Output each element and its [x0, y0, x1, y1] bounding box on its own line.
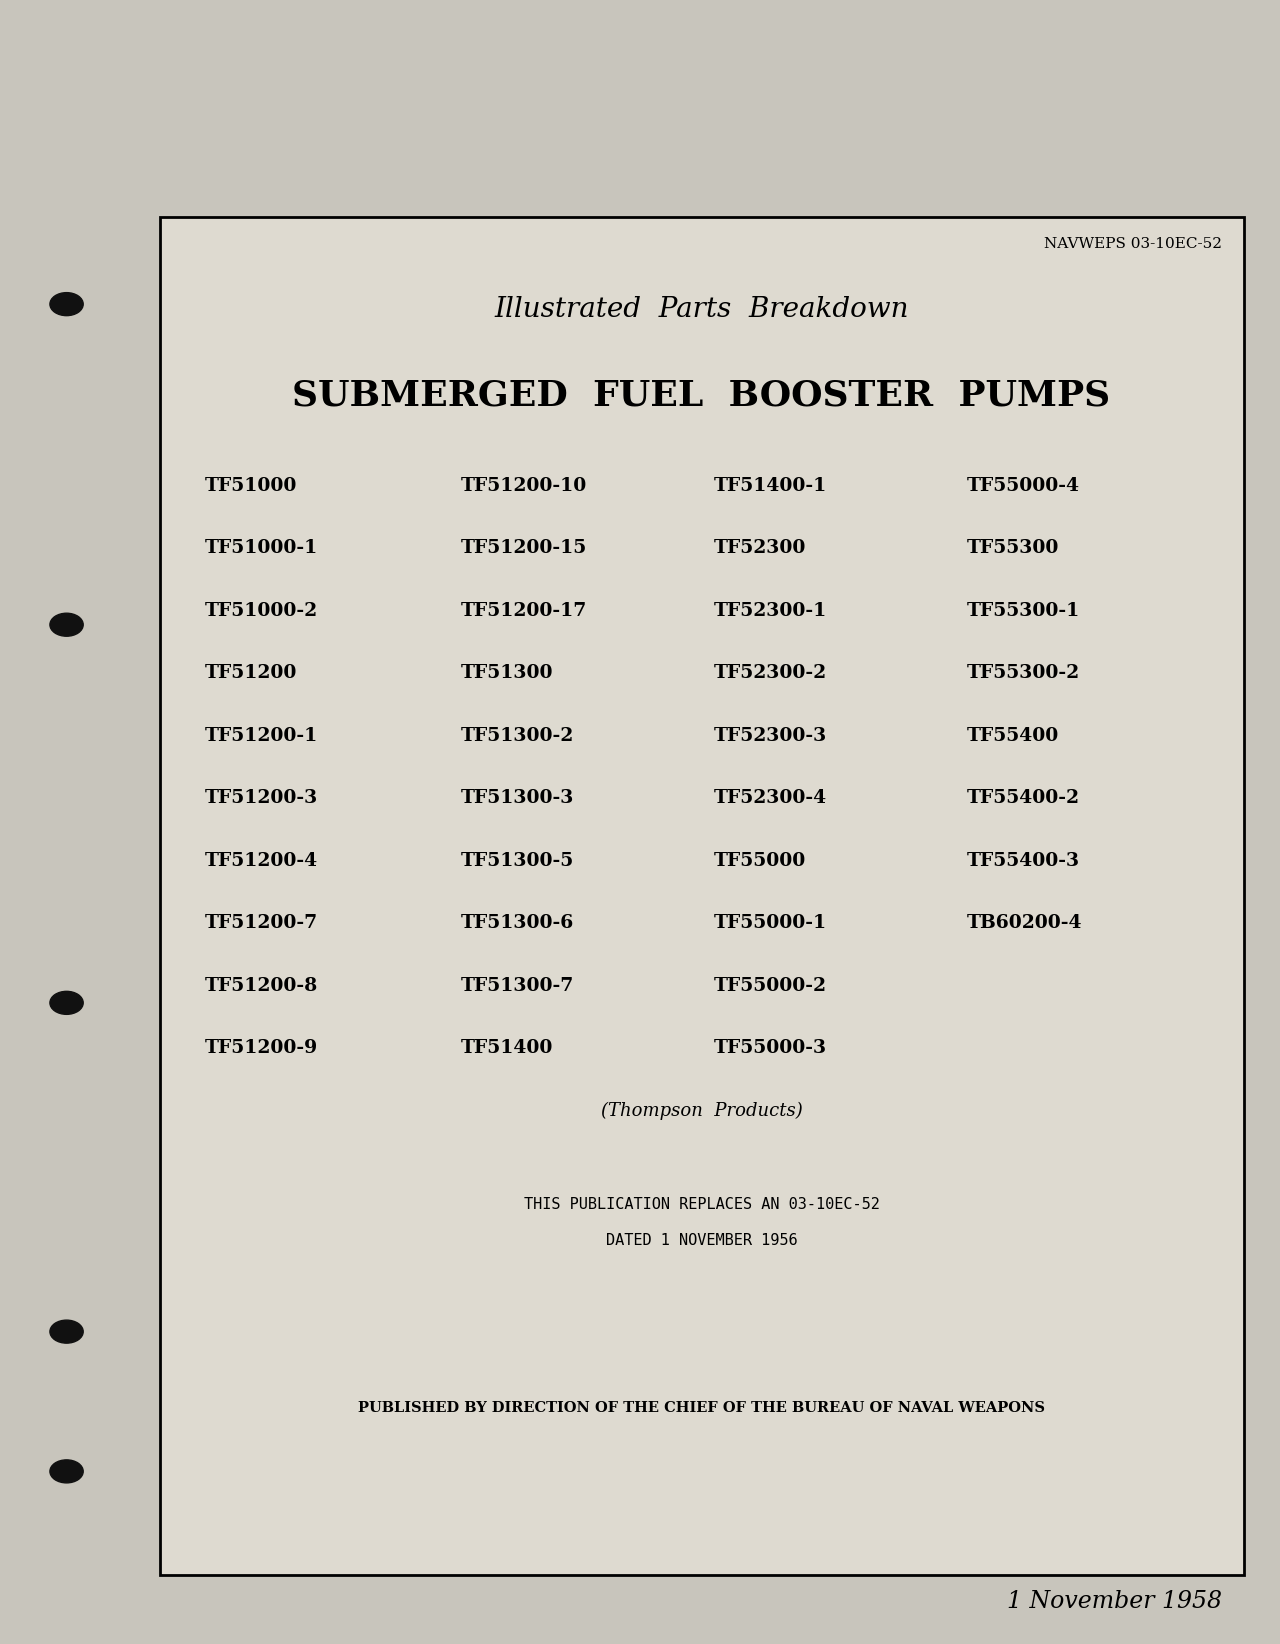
Text: TF55400-2: TF55400-2: [966, 789, 1079, 807]
Text: 1 November 1958: 1 November 1958: [1007, 1590, 1222, 1613]
Text: TF51200-7: TF51200-7: [205, 914, 317, 932]
Text: TF51300-6: TF51300-6: [461, 914, 573, 932]
Text: TF51000: TF51000: [205, 477, 297, 495]
Text: TF55300-1: TF55300-1: [966, 602, 1079, 620]
Text: Illustrated  Parts  Breakdown: Illustrated Parts Breakdown: [494, 296, 909, 322]
Text: NAVWEPS 03-10EC-52: NAVWEPS 03-10EC-52: [1044, 237, 1222, 252]
Ellipse shape: [50, 991, 83, 1014]
Text: TF52300-1: TF52300-1: [714, 602, 827, 620]
Text: TF55000: TF55000: [714, 852, 806, 870]
Text: TF51200-4: TF51200-4: [205, 852, 317, 870]
Text: TF51300-5: TF51300-5: [461, 852, 573, 870]
Text: TF55000-4: TF55000-4: [966, 477, 1079, 495]
Text: (Thompson  Products): (Thompson Products): [600, 1101, 803, 1120]
Text: TF51300: TF51300: [461, 664, 553, 682]
Ellipse shape: [50, 1460, 83, 1483]
Text: TF51200-17: TF51200-17: [461, 602, 588, 620]
Text: TB60200-4: TB60200-4: [966, 914, 1082, 932]
Text: TF51400-1: TF51400-1: [714, 477, 827, 495]
Text: TF55300-2: TF55300-2: [966, 664, 1079, 682]
Text: TF55400-3: TF55400-3: [966, 852, 1079, 870]
Text: TF51300-3: TF51300-3: [461, 789, 575, 807]
Text: TF51200-8: TF51200-8: [205, 977, 317, 995]
Text: PUBLISHED BY DIRECTION OF THE CHIEF OF THE BUREAU OF NAVAL WEAPONS: PUBLISHED BY DIRECTION OF THE CHIEF OF T…: [358, 1401, 1044, 1415]
Text: TF55000-3: TF55000-3: [714, 1039, 827, 1057]
Text: TF51400: TF51400: [461, 1039, 553, 1057]
Text: TF51200: TF51200: [205, 664, 297, 682]
Text: TF55000-1: TF55000-1: [714, 914, 827, 932]
Text: TF51300-7: TF51300-7: [461, 977, 573, 995]
Bar: [160, 217, 1244, 1575]
Text: TF52300-4: TF52300-4: [714, 789, 827, 807]
Text: TF51200-15: TF51200-15: [461, 539, 588, 557]
Text: TF51000-1: TF51000-1: [205, 539, 317, 557]
Text: TF51200-3: TF51200-3: [205, 789, 317, 807]
Text: TF51300-2: TF51300-2: [461, 727, 573, 745]
Text: TF52300: TF52300: [714, 539, 806, 557]
Text: TF52300-2: TF52300-2: [714, 664, 827, 682]
Ellipse shape: [50, 293, 83, 316]
Text: TF51200-9: TF51200-9: [205, 1039, 317, 1057]
Text: TF52300-3: TF52300-3: [714, 727, 827, 745]
Text: TF51200-1: TF51200-1: [205, 727, 317, 745]
Ellipse shape: [50, 613, 83, 636]
Ellipse shape: [50, 1320, 83, 1343]
Text: DATED 1 NOVEMBER 1956: DATED 1 NOVEMBER 1956: [605, 1233, 797, 1248]
Text: TF51000-2: TF51000-2: [205, 602, 317, 620]
Text: SUBMERGED  FUEL  BOOSTER  PUMPS: SUBMERGED FUEL BOOSTER PUMPS: [292, 378, 1111, 413]
Text: TF55300: TF55300: [966, 539, 1059, 557]
Text: TF55400: TF55400: [966, 727, 1059, 745]
Text: TF51200-10: TF51200-10: [461, 477, 588, 495]
Text: THIS PUBLICATION REPLACES AN 03-10EC-52: THIS PUBLICATION REPLACES AN 03-10EC-52: [524, 1197, 879, 1212]
Text: TF55000-2: TF55000-2: [714, 977, 827, 995]
